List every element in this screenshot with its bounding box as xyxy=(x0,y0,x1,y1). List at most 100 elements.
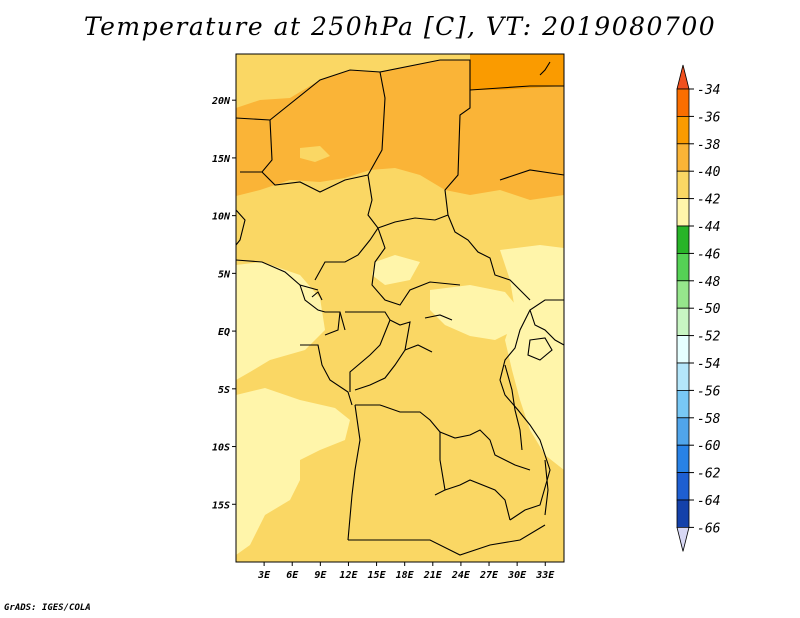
boundary-6 xyxy=(314,174,379,281)
boundary-12 xyxy=(345,311,391,392)
lat-label: 10N xyxy=(212,212,231,223)
field-light-southwest xyxy=(236,388,350,555)
boundary-9 xyxy=(371,227,461,306)
colorbar-top-arrow xyxy=(676,64,690,90)
colorbar: -34 -36 -38 -40 -42 -44 -46 -48 -50 -52 -54 -56 -58 -… xyxy=(676,64,721,552)
colorbar-swatch xyxy=(676,225,690,254)
field-warmest-northeast xyxy=(470,54,564,90)
lat-label: 15N xyxy=(212,154,231,165)
boundary-11 xyxy=(299,284,346,331)
colorbar-label: -54 xyxy=(697,357,720,372)
map-frame xyxy=(235,53,565,563)
field-patch-north-1 xyxy=(300,146,330,162)
lon-label: 33E xyxy=(535,570,555,581)
lon-label: 9E xyxy=(314,570,327,581)
boundary-25 xyxy=(404,344,433,353)
colorbar-label: -42 xyxy=(697,193,721,208)
colorbar-swatch xyxy=(676,252,690,282)
boundary-18 xyxy=(348,524,546,556)
colorbar-swatch xyxy=(676,116,690,145)
coast-lake-4 xyxy=(424,314,453,321)
lon-label: 6E xyxy=(286,570,299,581)
colorbar-label: -40 xyxy=(697,165,721,180)
lon-label: 27E xyxy=(479,570,499,581)
colorbar-label: -50 xyxy=(697,302,721,317)
boundary-24 xyxy=(300,344,353,406)
country-boundaries xyxy=(235,59,565,556)
colorbar-label: -46 xyxy=(697,247,721,262)
colorbar-swatch xyxy=(676,417,690,446)
latitude-axis: 20N 15N 10N 5N EQ 5S 10S 15S xyxy=(211,96,236,511)
boundary-7 xyxy=(377,214,449,229)
coast-6 xyxy=(235,209,246,246)
boundary-20 xyxy=(499,299,564,521)
colorbar-label: -52 xyxy=(697,330,721,345)
lon-label: 12E xyxy=(339,570,358,581)
boundary-8 xyxy=(447,214,531,301)
boundary-3 xyxy=(235,117,271,121)
colorbar-swatch xyxy=(676,170,690,199)
colorbar-label: -58 xyxy=(697,412,721,427)
colorbar-swatch xyxy=(676,280,690,309)
lat-label: EQ xyxy=(218,327,230,338)
colorbar-label: -66 xyxy=(697,521,721,536)
colorbar-swatch xyxy=(676,307,690,337)
colorbar-label: -64 xyxy=(697,494,720,509)
boundary-22 xyxy=(499,169,565,181)
boundary-19 xyxy=(444,479,511,521)
colorbar-label: -48 xyxy=(697,275,721,290)
colorbar-swatch xyxy=(676,444,690,474)
plot-title: Temperature at 250hPa [C], VT: 201908070… xyxy=(83,12,717,41)
boundary-16 xyxy=(439,429,531,471)
boundary-10 xyxy=(235,259,319,291)
lat-label: 5S xyxy=(218,385,230,396)
colorbar-label: -36 xyxy=(697,110,721,125)
boundary-4 xyxy=(240,119,273,173)
grads-credit: GrADS: IGES/COLA xyxy=(4,603,91,613)
colorbar-swatch xyxy=(676,389,690,419)
field-warm-north xyxy=(236,54,564,200)
boundary-21 xyxy=(529,309,565,346)
coast-lake-3 xyxy=(527,337,553,361)
colorbar-swatch xyxy=(676,499,690,528)
lon-label: 3E xyxy=(257,570,271,581)
colorbar-swatch xyxy=(676,472,690,501)
boundary-15 xyxy=(355,404,446,496)
boundary-14 xyxy=(354,319,411,391)
coast-7 xyxy=(311,291,323,301)
colorbar-label: -44 xyxy=(697,220,720,235)
lon-label: 21E xyxy=(423,570,443,581)
coast-lake-1 xyxy=(504,364,523,451)
field-patch-north-2 xyxy=(240,58,340,95)
colorbar-label: -34 xyxy=(697,83,720,98)
lat-label: 20N xyxy=(211,96,231,107)
colorbar-swatch xyxy=(676,143,690,172)
lon-label: 30E xyxy=(507,570,527,581)
colorbar-label: -60 xyxy=(697,439,721,454)
colorbar-swatch xyxy=(676,362,690,391)
colorbar-swatch xyxy=(676,198,690,227)
boundary-5 xyxy=(261,171,369,193)
colorbar-swatch xyxy=(676,88,690,117)
boundary-13 xyxy=(324,311,341,336)
coast-5 xyxy=(539,61,551,76)
lat-label: 5N xyxy=(218,269,231,280)
colorbar-label: -56 xyxy=(697,384,721,399)
boundary-23 xyxy=(469,85,564,91)
lon-label: 18E xyxy=(396,570,415,581)
field-light-west xyxy=(236,262,325,380)
lat-label: 10S xyxy=(212,443,230,454)
boundary-17 xyxy=(347,404,361,541)
boundary-2 xyxy=(379,59,471,216)
colorbar-bottom-arrow xyxy=(676,527,690,552)
colorbar-label: -62 xyxy=(697,467,721,482)
lon-label: 15E xyxy=(368,570,387,581)
longitude-axis: 3E 6E 9E 12E 15E 18E 21E 24E 27E 30E 33E xyxy=(257,562,555,581)
temperature-field xyxy=(236,54,564,562)
colorbar-swatch xyxy=(676,335,690,364)
coast-lake-2 xyxy=(544,459,549,516)
field-light-center xyxy=(430,285,520,340)
lat-label: 15S xyxy=(212,500,230,511)
field-light-band xyxy=(372,255,420,285)
colorbar-label: -38 xyxy=(697,138,721,153)
